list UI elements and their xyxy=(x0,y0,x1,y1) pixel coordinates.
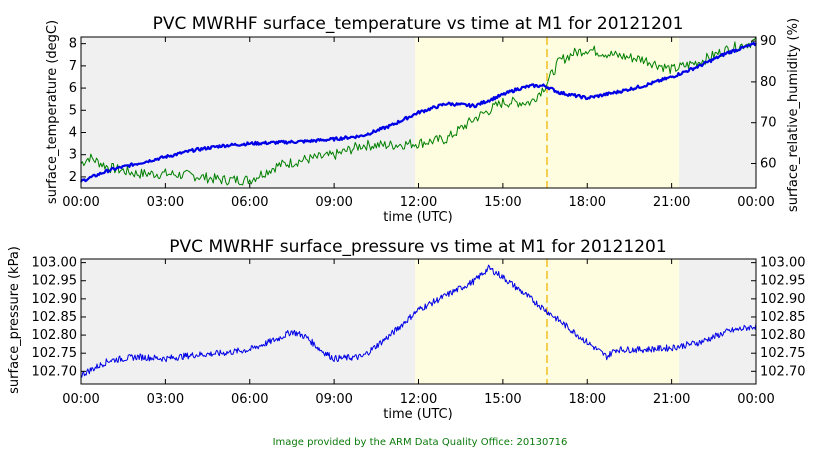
x-tick-label: 00:00 xyxy=(737,195,774,210)
y-tick-label: 90 xyxy=(760,34,777,49)
top-series-layer xyxy=(80,36,757,186)
x-tick-label: 00:00 xyxy=(62,195,99,210)
y-tick-label: 102.85 xyxy=(32,310,78,325)
series-line-surface-temperature xyxy=(80,41,757,183)
y-tick-label: 3 xyxy=(69,148,77,163)
y-axis-label-bottom: surface_pressure (kPa) xyxy=(7,246,22,394)
y-tick-label: 102.80 xyxy=(760,328,806,343)
x-tick-label: 12:00 xyxy=(400,195,437,210)
x-tick-label: 00:00 xyxy=(737,392,774,407)
x-tick-label: 03:00 xyxy=(147,392,184,407)
y-tick-label: 102.75 xyxy=(32,346,78,361)
x-tick-label: 18:00 xyxy=(569,195,606,210)
x-tick-label: 21:00 xyxy=(653,392,690,407)
night-shade-right-bottom xyxy=(679,259,756,384)
y-tick-label: 5 xyxy=(69,103,77,118)
temperature-humidity-chart: PVC MWRHF surface_temperature vs time at… xyxy=(45,14,801,225)
y-tick-label: 60 xyxy=(760,157,777,172)
x-tick-label: 06:00 xyxy=(231,195,268,210)
y-tick-label: 102.85 xyxy=(760,310,806,325)
x-axis-label-bottom: time (UTC) xyxy=(383,407,452,422)
y-tick-label: 102.70 xyxy=(32,364,78,379)
y-tick-label: 102.80 xyxy=(32,328,78,343)
y-tick-label: 80 xyxy=(760,75,777,90)
y-tick-label: 102.90 xyxy=(32,292,78,307)
y-axis-label-right-top: surface_relative_humidity (%) xyxy=(786,18,801,212)
night-shade-left-bottom xyxy=(81,259,415,384)
bottom-y-ticks-right: 102.70 102.75 102.80 102.85 102.90 102.95 103.… xyxy=(751,256,806,379)
pressure-chart: PVC MWRHF surface_pressure vs time at M1… xyxy=(7,237,806,422)
chart-title-bottom: PVC MWRHF surface_pressure vs time at M1… xyxy=(169,237,666,257)
night-shade-right-top xyxy=(679,37,756,188)
y-tick-label: 102.70 xyxy=(760,364,806,379)
x-tick-label: 09:00 xyxy=(315,195,352,210)
top-y-ticks-right: 60 70 80 90 xyxy=(751,34,777,172)
y-tick-label: 7 xyxy=(69,59,77,74)
y-tick-label: 6 xyxy=(69,81,77,96)
footer-credit: Image provided by the ARM Data Quality O… xyxy=(273,437,568,448)
y-tick-label: 102.95 xyxy=(760,274,806,289)
y-tick-label: 2 xyxy=(69,170,77,185)
y-tick-label: 8 xyxy=(69,37,77,52)
x-tick-label: 12:00 xyxy=(400,392,437,407)
y-tick-label: 4 xyxy=(69,125,77,140)
x-tick-label: 15:00 xyxy=(484,392,521,407)
x-axis-label-top: time (UTC) xyxy=(383,210,452,225)
chart-title-top: PVC MWRHF surface_temperature vs time at… xyxy=(153,14,684,34)
bottom-series-layer xyxy=(80,264,757,378)
y-tick-label: 70 xyxy=(760,116,777,131)
y-tick-label: 103.00 xyxy=(32,256,78,271)
x-tick-label: 09:00 xyxy=(315,392,352,407)
x-tick-label: 06:00 xyxy=(231,392,268,407)
x-tick-label: 03:00 xyxy=(147,195,184,210)
y-tick-label: 102.75 xyxy=(760,346,806,361)
x-tick-label: 21:00 xyxy=(653,195,690,210)
top-y-ticks-left: 2 3 4 5 6 7 8 xyxy=(69,37,86,185)
night-shade-left-top xyxy=(81,37,415,188)
series-line-surface-relative-humidity xyxy=(80,36,757,186)
y-tick-label: 102.90 xyxy=(760,292,806,307)
x-tick-label: 00:00 xyxy=(62,392,99,407)
bottom-x-ticks: 00:00 03:00 06:00 09:00 12:00 15:00 18:00 21:00… xyxy=(62,259,775,407)
y-tick-label: 102.95 xyxy=(32,274,78,289)
x-tick-label: 15:00 xyxy=(484,195,521,210)
y-axis-label-left-top: surface_temperature (degC) xyxy=(45,20,60,204)
top-x-ticks: 00:00 03:00 06:00 09:00 12:00 15:00 18:00 21:00… xyxy=(62,37,775,210)
bottom-y-ticks-left: 102.70 102.75 102.80 102.85 102.90 102.95 103.… xyxy=(32,256,86,379)
x-tick-label: 18:00 xyxy=(569,392,606,407)
series-line-surface-pressure xyxy=(80,264,757,378)
y-tick-label: 103.00 xyxy=(760,256,806,271)
